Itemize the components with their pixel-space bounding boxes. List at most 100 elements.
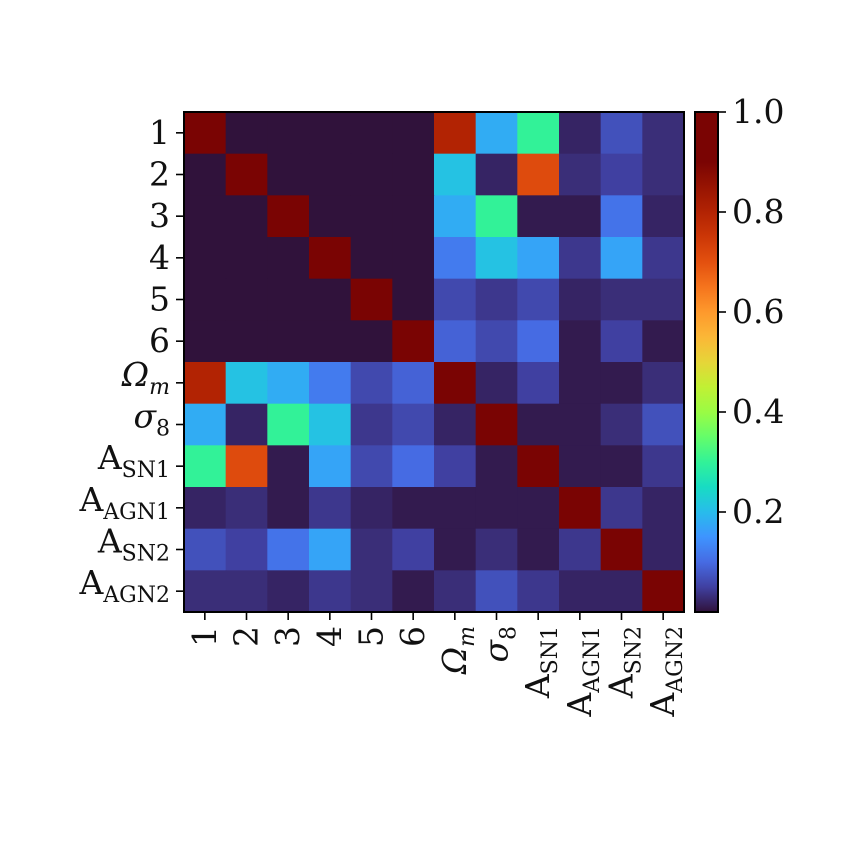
heatmap-cell-r11-c4 xyxy=(309,528,352,571)
heatmap-cell-r10-c2 xyxy=(225,487,268,530)
x-tick-label-6: 6 xyxy=(393,626,432,647)
heatmap-cell-r8-c9 xyxy=(517,403,560,446)
heatmap-cell-r6-c4 xyxy=(309,320,352,363)
heatmap-cell-r1-c3 xyxy=(267,112,310,155)
y-tick-label-9: ASN1 xyxy=(97,438,170,483)
heatmap-cell-r9-c5 xyxy=(350,445,393,488)
x-tick-label-12: AAGN2 xyxy=(643,626,688,718)
heatmap-cell-r3-c6 xyxy=(392,195,435,238)
colorbar-ticks: 0.2 0.4 0.6 0.8 1.0 xyxy=(718,92,784,531)
heatmap-cell-r8-c6 xyxy=(392,403,435,446)
heatmap-cell-r4-c2 xyxy=(225,237,268,280)
heatmap-cell-r10-c10 xyxy=(559,487,602,530)
heatmap-cell-r10-c3 xyxy=(267,487,310,530)
heatmap-cell-r12-c7 xyxy=(434,570,477,613)
colorbar-frame xyxy=(694,111,719,613)
heatmap-cell-r10-c4 xyxy=(309,487,352,530)
heatmap-cell-r6-c5 xyxy=(350,320,393,363)
heatmap-cell-r2-c11 xyxy=(600,153,643,196)
heatmap-cell-r4-c8 xyxy=(475,237,518,280)
y-tick-label-10: AAGN1 xyxy=(78,480,170,525)
heatmap-cell-r3-c2 xyxy=(225,195,268,238)
heatmap-cell-r9-c6 xyxy=(392,445,435,488)
heatmap-cell-r2-c4 xyxy=(309,153,352,196)
heatmap-cell-r2-c2 xyxy=(225,153,268,196)
heatmap-cell-r10-c7 xyxy=(434,487,477,530)
heatmap-cell-r5-c5 xyxy=(350,278,393,321)
heatmap-cell-r4-c4 xyxy=(309,237,352,280)
heatmap-cell-r8-c7 xyxy=(434,403,477,446)
heatmap-cell-r6-c3 xyxy=(267,320,310,363)
x-tick-label-4: 4 xyxy=(310,626,349,647)
heatmap-cell-r5-c1 xyxy=(184,278,227,321)
y-tick-label-3: 3 xyxy=(149,196,170,235)
heatmap-cell-r3-c8 xyxy=(475,195,518,238)
heatmap-cell-r7-c5 xyxy=(350,362,393,405)
heatmap-cell-r6-c10 xyxy=(559,320,602,363)
heatmap-cell-r11-c7 xyxy=(434,528,477,571)
x-tick-label-1: 1 xyxy=(185,626,224,647)
heatmap-cell-r12-c3 xyxy=(267,570,310,613)
heatmap-cell-r4-c9 xyxy=(517,237,560,280)
heatmap-cell-r9-c11 xyxy=(600,445,643,488)
y-tick-label-5: 5 xyxy=(149,280,170,319)
x-tick-label-3: 3 xyxy=(268,626,307,647)
heatmap-cell-r4-c1 xyxy=(184,237,227,280)
y-tick-label-6: 6 xyxy=(149,321,170,360)
heatmap-cell-r12-c4 xyxy=(309,570,352,613)
heatmap-cell-r3-c5 xyxy=(350,195,393,238)
heatmap-cell-r12-c8 xyxy=(475,570,518,613)
heatmap-cell-r7-c4 xyxy=(309,362,352,405)
heatmap-cell-r1-c6 xyxy=(392,112,435,155)
heatmap-cell-r12-c2 xyxy=(225,570,268,613)
heatmap-cell-r5-c2 xyxy=(225,278,268,321)
heatmap-cell-r10-c12 xyxy=(642,487,685,530)
heatmap-cell-r1-c10 xyxy=(559,112,602,155)
heatmap-cell-r9-c7 xyxy=(434,445,477,488)
heatmap-cell-r10-c11 xyxy=(600,487,643,530)
heatmap-cell-r9-c12 xyxy=(642,445,685,488)
heatmap-cell-r4-c7 xyxy=(434,237,477,280)
heatmap-cell-r7-c2 xyxy=(225,362,268,405)
heatmap-cell-r2-c1 xyxy=(184,153,227,196)
heatmap-cell-r12-c12 xyxy=(642,570,685,613)
heatmap-cell-r1-c8 xyxy=(475,112,518,155)
heatmap-cell-r2-c12 xyxy=(642,153,685,196)
heatmap-cell-r12-c11 xyxy=(600,570,643,613)
heatmap-cell-r2-c10 xyxy=(559,153,602,196)
heatmap-cell-r7-c10 xyxy=(559,362,602,405)
heatmap-cell-r10-c1 xyxy=(184,487,227,530)
heatmap-cell-r3-c7 xyxy=(434,195,477,238)
heatmap-cell-r7-c12 xyxy=(642,362,685,405)
heatmap-cell-r6-c2 xyxy=(225,320,268,363)
colorbar-tick-label-4: 0.8 xyxy=(732,192,784,231)
heatmap-cell-r10-c9 xyxy=(517,487,560,530)
heatmap-cell-r3-c9 xyxy=(517,195,560,238)
heatmap-cell-r12-c1 xyxy=(184,570,227,613)
heatmap-cell-r12-c10 xyxy=(559,570,602,613)
heatmap-cell-r6-c12 xyxy=(642,320,685,363)
heatmap-cell-r5-c4 xyxy=(309,278,352,321)
heatmap-cell-r3-c1 xyxy=(184,195,227,238)
y-tick-label-12: AAGN2 xyxy=(78,563,170,608)
colorbar: 0.2 0.4 0.6 0.8 1.0 xyxy=(694,92,784,613)
heatmap-cell-r4-c11 xyxy=(600,237,643,280)
heatmap-cell-r1-c4 xyxy=(309,112,352,155)
heatmap-cell-r8-c2 xyxy=(225,403,268,446)
heatmap-cell-r11-c6 xyxy=(392,528,435,571)
heatmap-cell-r6-c1 xyxy=(184,320,227,363)
heatmap-cell-r8-c10 xyxy=(559,403,602,446)
heatmap-cell-r5-c6 xyxy=(392,278,435,321)
y-tick-label-4: 4 xyxy=(149,238,170,277)
heatmap-cell-r3-c10 xyxy=(559,195,602,238)
heatmap-cell-r1-c9 xyxy=(517,112,560,155)
heatmap-cell-r5-c8 xyxy=(475,278,518,321)
heatmap-cell-r5-c3 xyxy=(267,278,310,321)
colorbar-tick-label-2: 0.4 xyxy=(732,392,784,431)
heatmap-cell-r6-c8 xyxy=(475,320,518,363)
heatmap-cell-r9-c10 xyxy=(559,445,602,488)
heatmap-cell-r1-c5 xyxy=(350,112,393,155)
colorbar-tick-label-5: 1.0 xyxy=(732,92,784,131)
